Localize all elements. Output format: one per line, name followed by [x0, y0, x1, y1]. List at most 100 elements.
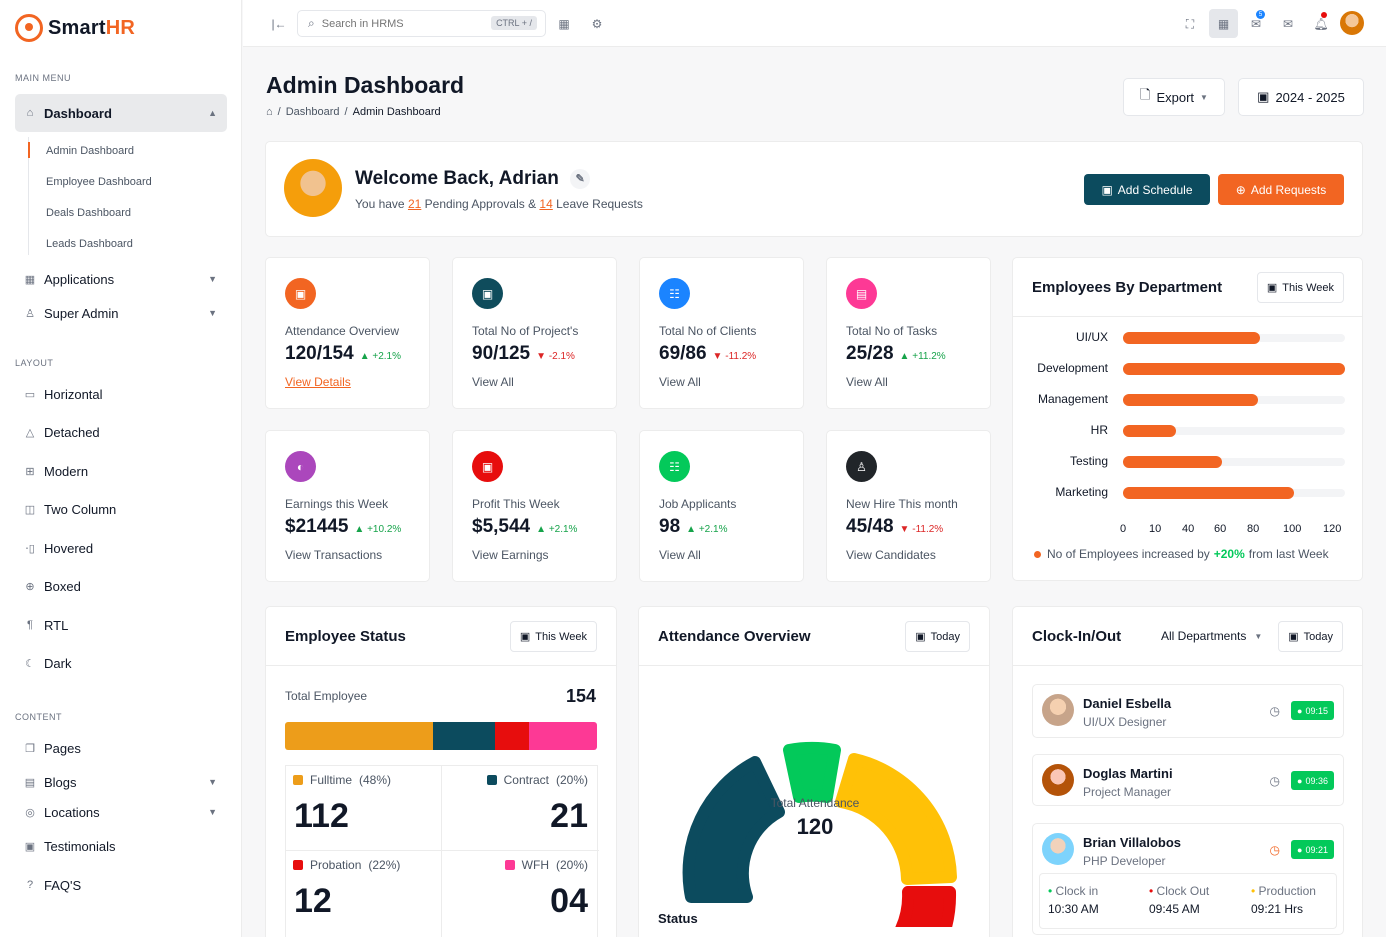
department-footer: No of Employees increased by +20% from l… — [1034, 547, 1329, 561]
stat-change: ▲ +2.1% — [686, 524, 728, 535]
stat-link[interactable]: View All — [659, 375, 701, 389]
sidebar-item-applications[interactable]: ▦ Applications ▼ — [15, 260, 227, 298]
mail-icon[interactable]: ✉ — [1282, 17, 1294, 31]
department-filter-dropdown[interactable]: All Departments ▼ — [1161, 629, 1262, 643]
chevron-up-icon: ▲ — [208, 108, 217, 118]
sidebar-item-pages[interactable]: ❐ Pages — [15, 729, 227, 767]
sidebar-item-two-column[interactable]: ◫ Two Column — [15, 490, 227, 528]
apps-grid-icon[interactable]: ▦ — [558, 17, 570, 31]
stat-change: ▼ -2.1% — [536, 351, 575, 362]
sidebar-sub-leads-dashboard[interactable]: Leads Dashboard — [46, 238, 133, 250]
sidebar-sub-employee-dashboard[interactable]: Employee Dashboard — [46, 176, 152, 188]
probation-swatch — [293, 860, 303, 870]
sidebar-item-locations[interactable]: ◎ Locations ▼ — [15, 793, 227, 831]
bar-label: Testing — [1069, 454, 1108, 468]
sidebar-item-super-admin[interactable]: ♙ Super Admin ▼ — [15, 294, 227, 332]
arrow-down-icon: ▼ — [712, 351, 723, 362]
search-box[interactable]: ⌕ CTRL + / — [297, 10, 546, 37]
user-avatar[interactable] — [1340, 11, 1364, 35]
breadcrumb: ⌂ / Dashboard / Admin Dashboard — [266, 106, 441, 118]
sidebar-item-rtl[interactable]: ¶ RTL — [15, 606, 227, 644]
user-plus-icon: ♙ — [846, 451, 877, 482]
sidebar-item-boxed[interactable]: ⊕ Boxed — [15, 567, 227, 605]
layout-horizontal-icon: ▭ — [24, 388, 36, 401]
logo-icon — [15, 14, 43, 42]
sidebar-item-label: Horizontal — [44, 386, 103, 402]
stat-link[interactable]: View Transactions — [285, 548, 383, 562]
layout-sidebar-icon: ⋅▯ — [25, 542, 35, 555]
production-label: • Production — [1251, 884, 1316, 898]
chat-icon[interactable]: ✉ — [1250, 17, 1262, 31]
employees-by-department-card: Employees By Department ▣ This Week UI/U… — [1012, 257, 1363, 581]
gauge-segment-permission — [835, 753, 957, 885]
sidebar-item-label: Hovered — [44, 540, 94, 556]
footer-prefix: No of Employees increased by — [1047, 547, 1210, 561]
total-employee-value: 154 — [565, 686, 596, 706]
edit-icon[interactable]: ✎ — [570, 168, 591, 189]
add-requests-button[interactable]: ⊕ Add Requests — [1218, 174, 1344, 205]
bar — [1123, 332, 1260, 344]
dot-icon — [1034, 550, 1041, 558]
clock-time-badge: ● 09:21 — [1291, 840, 1334, 859]
leave-count[interactable]: 14 — [539, 197, 553, 211]
date-range-button[interactable]: ▣ 2024 - 2025 — [1238, 78, 1364, 116]
sidebar-item-blogs[interactable]: ▤ Blogs ▼ — [15, 763, 227, 801]
fullscreen-icon[interactable]: ⛶ — [1185, 16, 1195, 31]
period-label: This Week — [1282, 281, 1334, 294]
home-icon[interactable]: ⌂ — [266, 106, 273, 118]
calendar-icon: ▣ — [1257, 89, 1270, 104]
status-bar-segment — [529, 722, 597, 750]
sidebar-item-detached[interactable]: △ Detached — [15, 413, 227, 451]
sidebar-item-modern[interactable]: ⊞ Modern — [15, 452, 227, 490]
sidebar-sub-deals-dashboard[interactable]: Deals Dashboard — [46, 207, 131, 219]
bell-icon[interactable]: 🔔︎ — [1313, 17, 1329, 31]
stat-value-row: $5,544 ▲ +2.1% — [472, 516, 577, 538]
x-tick-label: 40 — [1182, 523, 1195, 535]
sidebar-item-dashboard[interactable]: ⌂ Dashboard ▲ — [15, 94, 227, 132]
pending-count[interactable]: 21 — [407, 197, 422, 211]
bar-track — [1123, 427, 1345, 435]
stat-link[interactable]: View All — [659, 548, 701, 562]
home-icon: ⌂ — [26, 107, 34, 119]
brand-logo[interactable]: SmartHR — [15, 14, 135, 42]
arrow-up-icon: ▲ — [354, 524, 365, 535]
clock-entry-expanded[interactable]: Brian Villalobos PHP Developer ◷ ● 09:21 … — [1032, 823, 1344, 935]
add-schedule-button[interactable]: ▣ Add Schedule — [1084, 174, 1210, 205]
period-label: This Week — [535, 630, 587, 643]
search-input[interactable] — [321, 17, 472, 30]
sidebar-item-faqs[interactable]: ? FAQ'S — [15, 866, 227, 904]
stat-link[interactable]: View Candidates — [846, 548, 936, 562]
wfh-label: WFH (20%) — [504, 858, 588, 872]
sidebar-item-horizontal[interactable]: ▭ Horizontal — [15, 375, 227, 413]
collapse-sidebar-icon[interactable]: |← — [271, 17, 287, 31]
export-button[interactable]: 🗋︎ Export ▼ — [1123, 78, 1225, 116]
gauge-center-value: 120 — [796, 814, 834, 839]
sidebar-sub-admin-dashboard[interactable]: Admin Dashboard — [46, 145, 135, 157]
clock-entry[interactable]: Daniel Esbella UI/UX Designer ◷ ● 09:15 — [1032, 684, 1344, 738]
stat-link[interactable]: View All — [846, 375, 888, 389]
sidebar-item-dark[interactable]: ☾ Dark — [15, 644, 227, 682]
period-filter-button[interactable]: ▣ This Week — [509, 621, 597, 652]
attendance-overview-card: Attendance Overview ▣ Today Total Attend… — [638, 606, 990, 937]
employee-name: Doglas Martini — [1083, 766, 1173, 781]
stat-link[interactable]: View Earnings — [472, 548, 549, 562]
employee-name: Daniel Esbella — [1083, 696, 1172, 711]
stat-link[interactable]: View All — [472, 375, 514, 389]
stat-change: ▲ +2.1% — [359, 351, 402, 362]
sidebar-item-hovered[interactable]: ⋅▯ Hovered — [15, 529, 227, 567]
submenu-line — [28, 137, 29, 255]
period-filter-button[interactable]: ▣ Today — [905, 621, 970, 652]
clock-icon: ◷ — [1269, 843, 1280, 857]
sidebar-item-testimonials[interactable]: ▣ Testimonials — [15, 827, 227, 865]
clock-out-label: • Clock Out — [1149, 884, 1210, 898]
stat-value: 90/125 — [472, 343, 531, 364]
settings-icon[interactable]: ⚙ — [591, 17, 603, 31]
period-filter-button[interactable]: ▣ This Week — [1256, 272, 1344, 303]
period-filter-button[interactable]: ▣ Today — [1278, 621, 1343, 652]
breadcrumb-dashboard[interactable]: Dashboard — [285, 106, 340, 118]
stat-link[interactable]: View Details — [285, 375, 351, 389]
layout-icon[interactable]: ▦ — [1209, 9, 1238, 38]
clock-entry[interactable]: Doglas Martini Project Manager ◷ ● 09:36 — [1032, 754, 1344, 806]
sidebar-item-label: Dark — [44, 655, 72, 671]
arrow-up-icon: ▲ — [686, 524, 697, 535]
